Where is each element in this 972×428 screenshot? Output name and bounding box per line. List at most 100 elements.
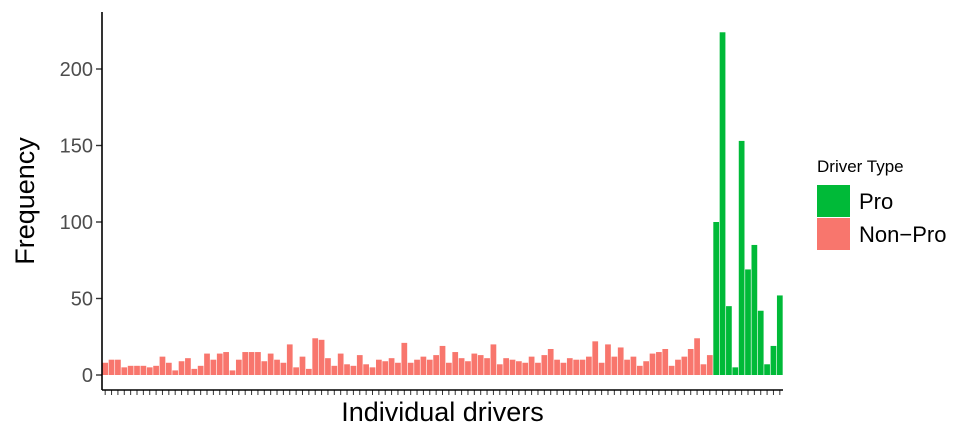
bar-non-pro-8 (153, 365, 159, 375)
bar-non-pro-30 (293, 367, 299, 375)
legend: Driver Type Pro Non−Pro (817, 157, 946, 250)
bar-non-pro-66 (522, 362, 529, 375)
bar-non-pro-57 (465, 361, 471, 375)
bar-non-pro-85 (643, 361, 650, 375)
y-tick-label-100: 100 (60, 212, 93, 234)
bar-non-pro-49 (414, 359, 420, 375)
bar-non-pro-15 (197, 365, 204, 375)
bar-non-pro-0 (102, 362, 109, 375)
bar-non-pro-58 (471, 353, 478, 375)
bar-non-pro-79 (605, 344, 611, 375)
bar-non-pro-81 (617, 347, 624, 375)
bar-non-pro-31 (299, 356, 306, 375)
bar-non-pro-88 (662, 348, 669, 375)
legend-label-non-pro: Non−Pro (859, 222, 946, 247)
bar-pro-99 (732, 367, 739, 375)
bar-non-pro-54 (446, 362, 452, 375)
bar-non-pro-68 (535, 362, 541, 375)
x-axis-ticks (104, 390, 781, 395)
bar-non-pro-93 (694, 338, 700, 375)
bar-pro-101 (745, 269, 751, 375)
bar-non-pro-40 (356, 355, 363, 375)
bar-non-pro-60 (484, 358, 490, 375)
bar-non-pro-82 (624, 359, 630, 375)
legend-title: Driver Type (817, 157, 904, 176)
legend-key-non-pro (817, 218, 850, 250)
bar-non-pro-55 (452, 352, 459, 375)
bar-non-pro-17 (210, 359, 217, 375)
bar-non-pro-74 (573, 359, 580, 375)
bar-non-pro-20 (229, 370, 236, 375)
bar-non-pro-21 (235, 359, 242, 375)
bar-non-pro-61 (490, 344, 497, 375)
bar-non-pro-14 (191, 368, 198, 375)
bar-non-pro-34 (318, 339, 325, 375)
bar-non-pro-80 (611, 356, 618, 375)
bar-non-pro-38 (344, 364, 350, 375)
bar-non-pro-42 (369, 367, 376, 375)
bar-non-pro-3 (121, 367, 128, 375)
bar-non-pro-53 (439, 345, 446, 375)
bar-non-pro-26 (267, 353, 274, 375)
bar-non-pro-4 (127, 365, 134, 375)
bar-non-pro-71 (554, 359, 560, 375)
bar-non-pro-91 (681, 356, 688, 375)
y-tick-label-0: 0 (82, 365, 93, 387)
bar-non-pro-39 (350, 365, 357, 375)
bar-non-pro-47 (401, 342, 408, 375)
y-axis-ticks: 0 50 100 150 200 (60, 59, 102, 387)
bar-non-pro-10 (165, 362, 172, 375)
bar-pro-102 (751, 244, 758, 375)
bar-non-pro-77 (592, 341, 599, 375)
bar-non-pro-94 (700, 364, 707, 375)
bar-non-pro-18 (216, 353, 223, 375)
bar-non-pro-6 (140, 365, 147, 375)
bar-non-pro-45 (388, 358, 395, 375)
bar-non-pro-86 (649, 353, 656, 375)
bar-non-pro-75 (579, 359, 586, 375)
bar-non-pro-50 (420, 356, 427, 375)
bar-non-pro-2 (115, 359, 121, 375)
x-axis-title: Individual drivers (341, 397, 544, 427)
bar-pro-104 (764, 364, 770, 375)
bar-non-pro-23 (248, 352, 255, 375)
bar-pro-100 (738, 140, 745, 375)
bar-non-pro-12 (178, 361, 185, 375)
bar-non-pro-13 (185, 358, 191, 375)
bar-non-pro-65 (516, 361, 522, 375)
bar-non-pro-9 (159, 356, 166, 375)
bar-non-pro-33 (312, 338, 319, 375)
bar-non-pro-51 (426, 359, 433, 375)
bar-non-pro-87 (656, 352, 662, 375)
bar-non-pro-92 (687, 348, 694, 375)
bar-non-pro-11 (172, 370, 179, 375)
legend-label-pro: Pro (859, 189, 893, 214)
bar-pro-97 (719, 32, 726, 375)
bar-non-pro-67 (528, 356, 535, 375)
bar-non-pro-5 (134, 365, 140, 375)
bar-non-pro-35 (325, 358, 331, 375)
bar-non-pro-89 (668, 365, 675, 375)
bars-group (102, 32, 783, 375)
bar-non-pro-72 (560, 362, 567, 375)
bar-non-pro-43 (375, 359, 382, 375)
bar-non-pro-7 (146, 367, 153, 375)
bar-non-pro-63 (503, 358, 510, 375)
bar-non-pro-59 (477, 355, 484, 375)
bar-non-pro-64 (509, 359, 516, 375)
y-tick-label-150: 150 (60, 136, 93, 158)
bar-non-pro-48 (407, 362, 414, 375)
bar-pro-98 (726, 306, 732, 375)
bar-pro-105 (770, 345, 777, 375)
bar-non-pro-36 (331, 365, 338, 375)
bar-non-pro-29 (286, 344, 293, 375)
bar-non-pro-78 (598, 362, 605, 375)
bar-non-pro-46 (395, 362, 401, 375)
bar-non-pro-90 (675, 359, 681, 375)
bar-non-pro-1 (108, 359, 115, 375)
bar-non-pro-16 (204, 353, 210, 375)
y-tick-label-50: 50 (71, 289, 93, 311)
bar-non-pro-83 (630, 356, 637, 375)
bar-non-pro-24 (255, 352, 261, 375)
